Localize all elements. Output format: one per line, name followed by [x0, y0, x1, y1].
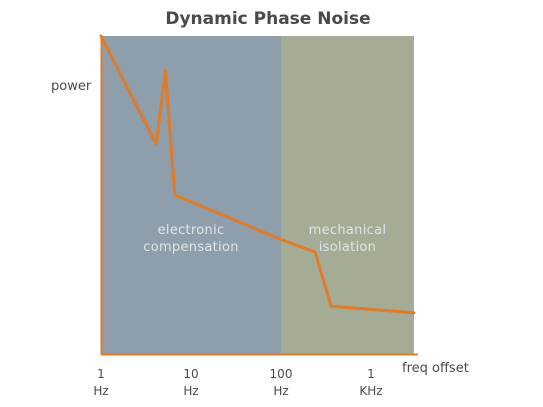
x-tick-unit-100Hz: Hz: [273, 384, 288, 398]
x-tick-unit-1Hz: Hz: [93, 384, 108, 398]
x-tick-value-1KHz: 1: [367, 367, 375, 381]
x-tick-value-1Hz: 1: [97, 367, 105, 381]
series-line-1: [99, 34, 416, 315]
chart-title: Dynamic Phase Noise: [165, 9, 370, 29]
x-axis-label: freq offset: [402, 361, 469, 376]
region-mechanical-isolation: [281, 36, 414, 354]
region-label-electronic-compensation-line-1: electronic: [158, 223, 225, 238]
x-tick-value-100Hz: 100: [270, 367, 293, 381]
region-labels: electronic compensation mechanical isolatio…: [143, 223, 386, 255]
region-backgrounds: [101, 36, 414, 354]
region-electronic-compensation: [101, 36, 281, 354]
x-tick-unit-1KHz: KHz: [359, 384, 382, 398]
x-tick-unit-10Hz: Hz: [183, 384, 198, 398]
region-label-electronic-compensation-line-2: compensation: [143, 240, 239, 255]
series-lines: [99, 34, 416, 315]
region-label-mechanical-isolation-line-2: isolation: [319, 240, 377, 255]
x-tick-value-10Hz: 10: [183, 367, 198, 381]
region-label-mechanical-isolation-line-1: mechanical: [309, 223, 387, 238]
y-axis-label: power: [51, 79, 92, 94]
x-tick-labels: 1 Hz 10 Hz 100 Hz 1 KHz: [93, 367, 382, 398]
